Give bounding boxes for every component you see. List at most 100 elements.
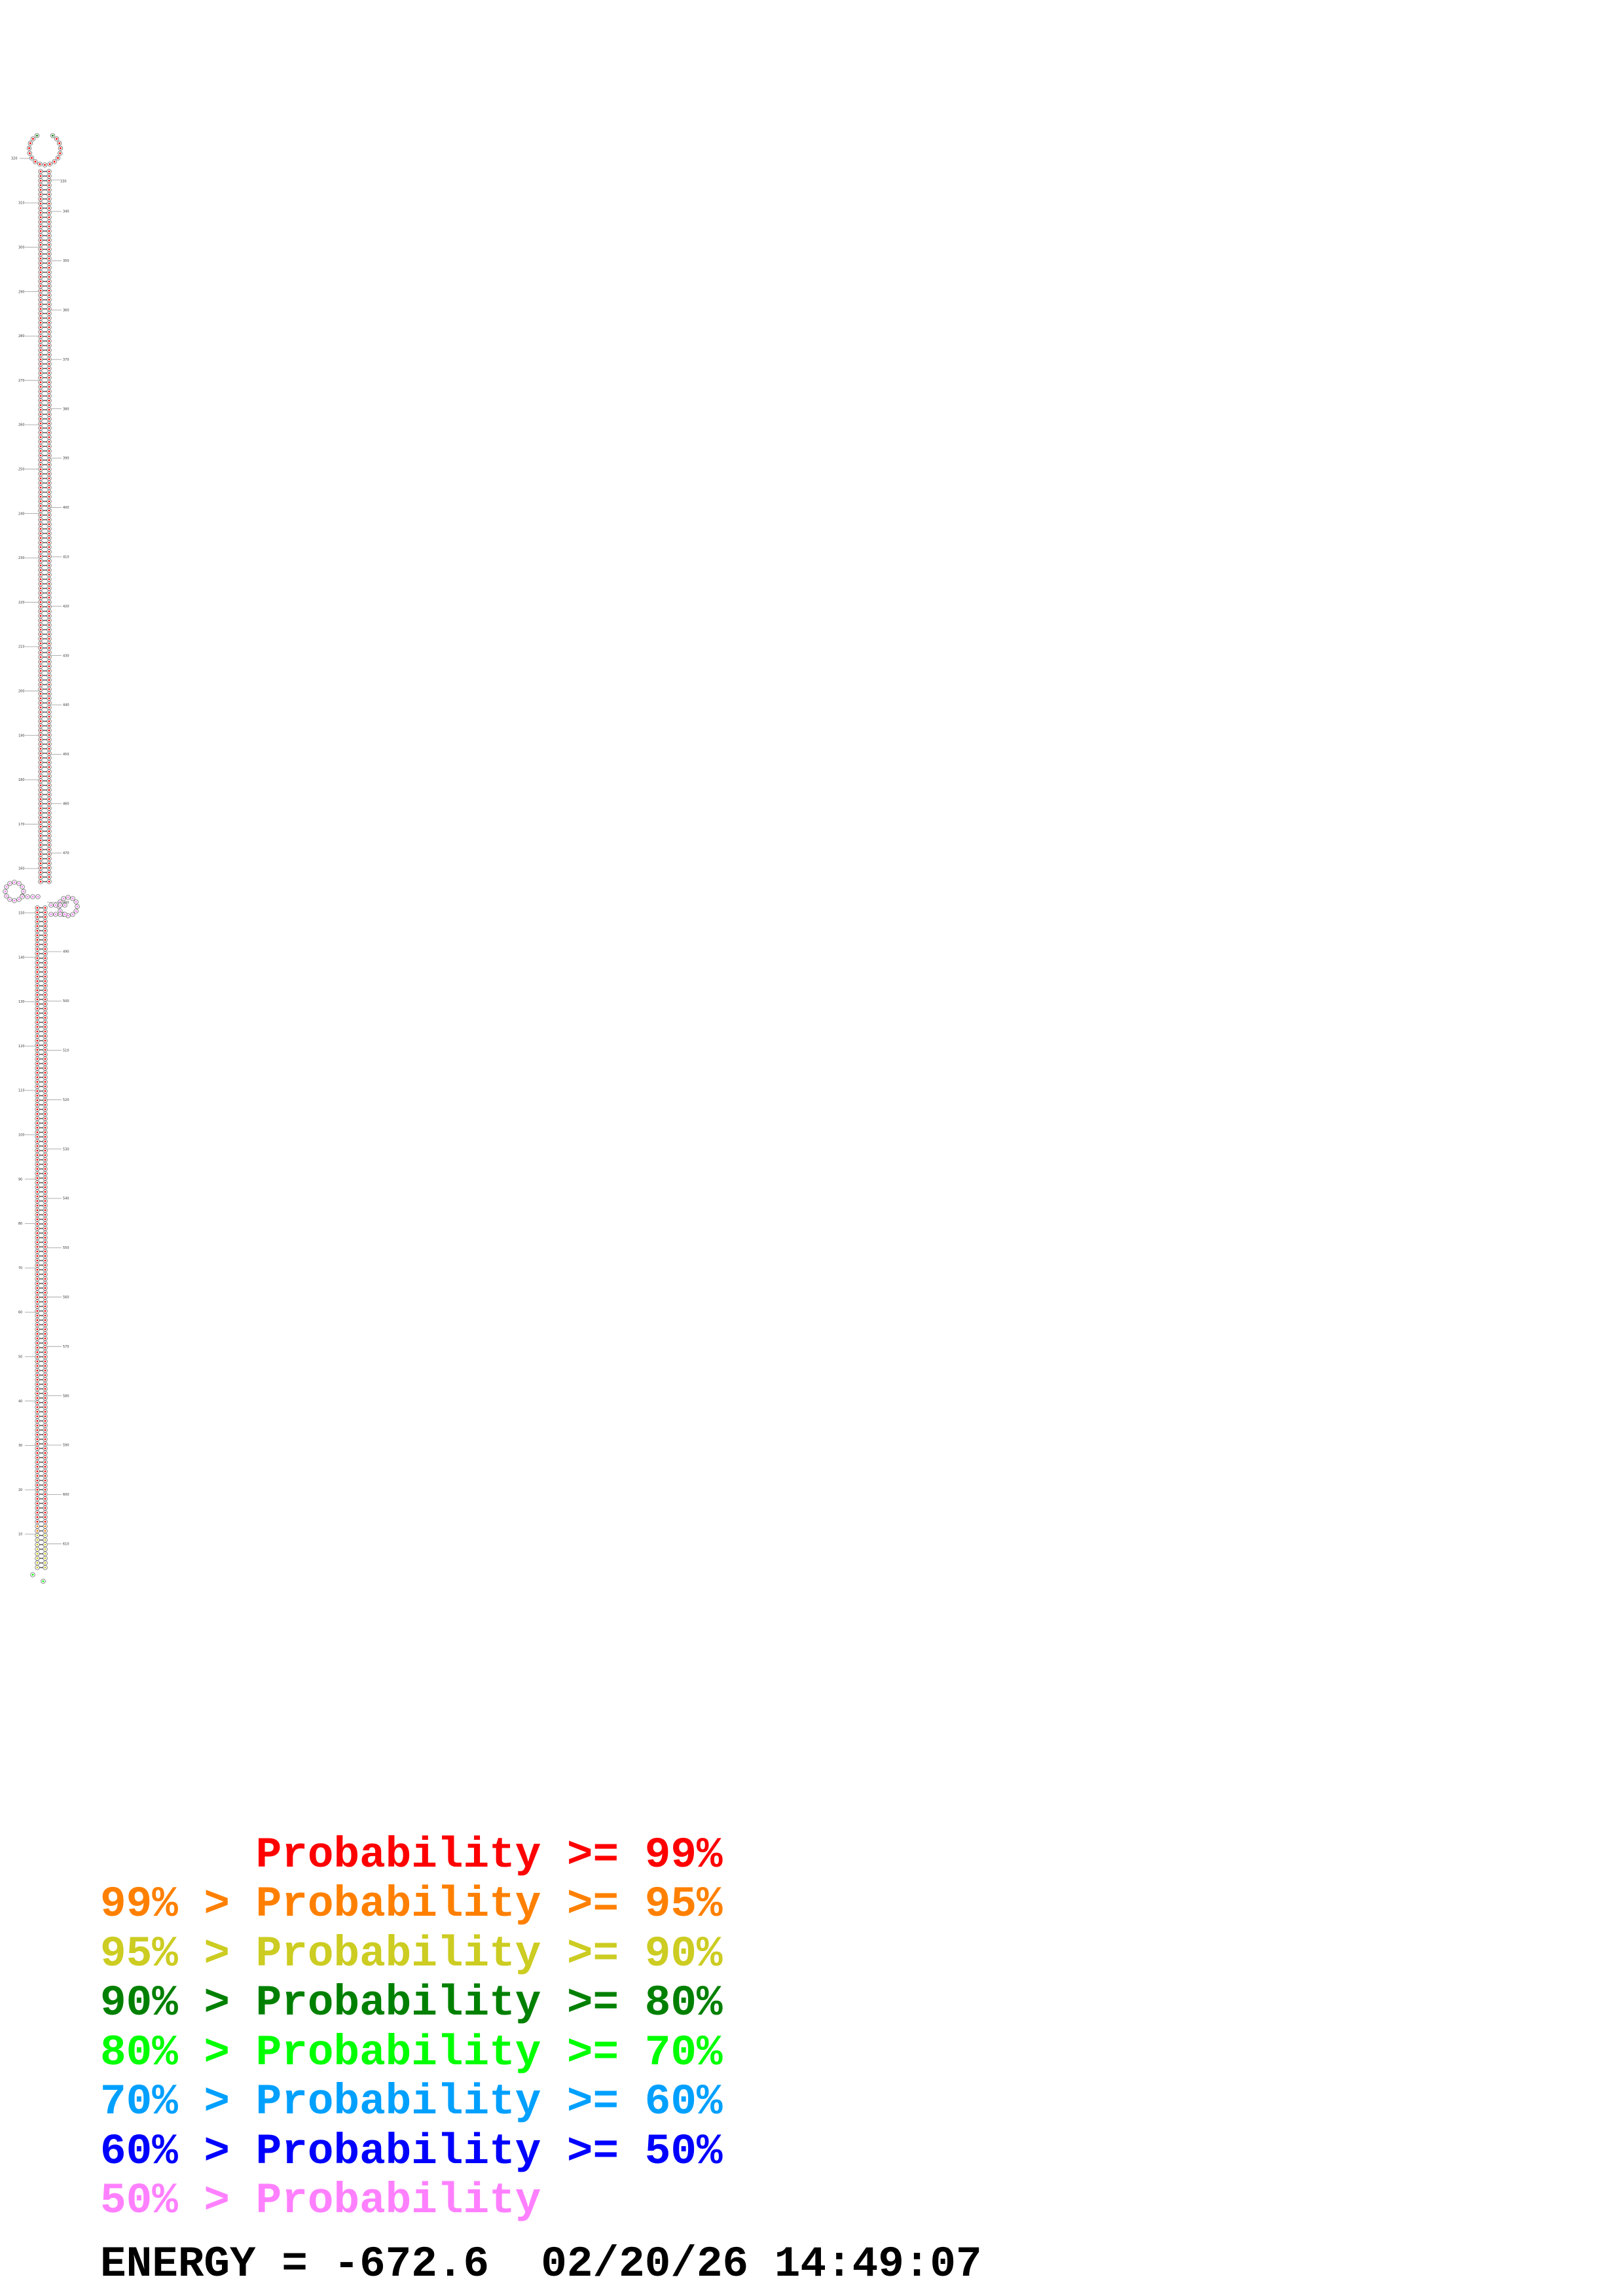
nucleotide-base [48,844,50,846]
nucleotide-base [36,1103,39,1106]
nucleotide-base [48,404,50,406]
nucleotide-base [39,848,42,851]
nucleotide-base [44,1410,46,1413]
nucleotide-base [44,1493,46,1496]
nucleotide-base [44,1227,46,1230]
nucleotide-base [39,413,42,416]
nucleotide-base [44,1035,46,1037]
nucleotide-base [39,221,42,223]
nucleotide-base [36,1388,39,1390]
nucleotide-base [48,660,50,663]
position-label: 420 [63,605,69,609]
nucleotide-base [39,381,42,384]
nucleotide-base [36,1122,39,1124]
nucleotide-base [48,266,50,269]
legend-line-low: 50% > Probability [100,2176,541,2225]
nucleotide-base [36,1053,39,1056]
nucleotide-base [36,1424,39,1427]
nucleotide-base [48,720,50,723]
nucleotide-base [48,500,50,503]
nucleotide-base [48,390,50,393]
nucleotide-base [36,1310,39,1312]
nucleotide-base [36,1186,39,1189]
nucleotide-base [36,1067,39,1069]
nucleotide-base [39,193,42,196]
nucleotide-base [48,427,50,429]
position-label: 260 [18,423,25,427]
nucleotide-base [39,463,42,466]
nucleotide-base [44,1300,46,1303]
nucleotide-base [44,1470,46,1473]
nucleotide-base [44,1406,46,1408]
nucleotide-base [48,633,50,636]
nucleotide-base [36,1035,39,1037]
nucleotide-base [39,486,42,489]
nucleotide-base [39,642,42,645]
nucleotide-base [39,738,42,741]
nucleotide-base [44,1181,46,1184]
nucleotide-base [48,578,50,581]
nucleotide-base [48,399,50,402]
nucleotide-base [44,1191,46,1193]
nucleotide-base [39,789,42,791]
nucleotide-base [59,904,62,906]
nucleotide-base [36,1177,39,1179]
nucleotide-base [44,1498,46,1500]
nucleotide-base [44,1154,46,1157]
nucleotide-base [39,706,42,709]
position-label: 240 [18,512,25,516]
nucleotide-base [44,1140,46,1143]
nucleotide-base [36,1406,39,1408]
nucleotide-base [50,904,52,906]
nucleotide-base [48,445,50,448]
position-label: 130 [18,1000,25,1004]
nucleotide-base [44,1365,46,1367]
nucleotide-base [48,752,50,755]
nucleotide-base [39,163,41,166]
nucleotide-base [44,1250,46,1253]
nucleotide-base [39,276,42,278]
nucleotide-base [48,715,50,718]
nucleotide-base [36,1026,39,1028]
nucleotide-base [39,725,42,727]
nucleotide-base [44,1049,46,1051]
nucleotide-base [39,198,42,200]
nucleotide-base [48,628,50,631]
nucleotide-base [39,179,42,182]
nucleotide-base [39,569,42,571]
nucleotide-base [48,550,50,553]
nucleotide-base [39,253,42,255]
nucleotide-base [48,725,50,727]
nucleotide-base [36,1282,39,1285]
nucleotide-base [44,1507,46,1509]
nucleotide-base [48,198,50,200]
position-label: 310 [18,202,25,206]
nucleotide-base [36,1520,39,1523]
nucleotide-base [48,528,50,530]
nucleotide-base [36,1369,39,1372]
nucleotide-base [39,175,42,177]
nucleotide-base [48,335,50,338]
nucleotide-base [44,1502,46,1505]
nucleotide-base [36,1108,39,1111]
nucleotide-base [44,1456,46,1459]
nucleotide-base [39,326,42,329]
nucleotide-base [44,1186,46,1189]
nucleotide-base [44,1172,46,1175]
nucleotide-base [44,1053,46,1056]
energy-footer: ENERGY = -672.6 02/20/26 14:49:07 [100,2240,982,2289]
nucleotide-base [48,271,50,274]
nucleotide-base [39,514,42,516]
nucleotide-base [36,939,39,941]
nucleotide-base [36,1209,39,1211]
nucleotide-base [39,321,42,324]
nucleotide-base [36,1241,39,1244]
nucleotide-base [48,225,50,228]
nucleotide-base [48,605,50,608]
nucleotide-base [36,1319,39,1321]
nucleotide-base [39,376,42,379]
nucleotide-base [57,156,59,159]
nucleotide-base [44,1566,46,1569]
nucleotide-base [36,1498,39,1500]
nucleotide-base [36,1071,39,1074]
